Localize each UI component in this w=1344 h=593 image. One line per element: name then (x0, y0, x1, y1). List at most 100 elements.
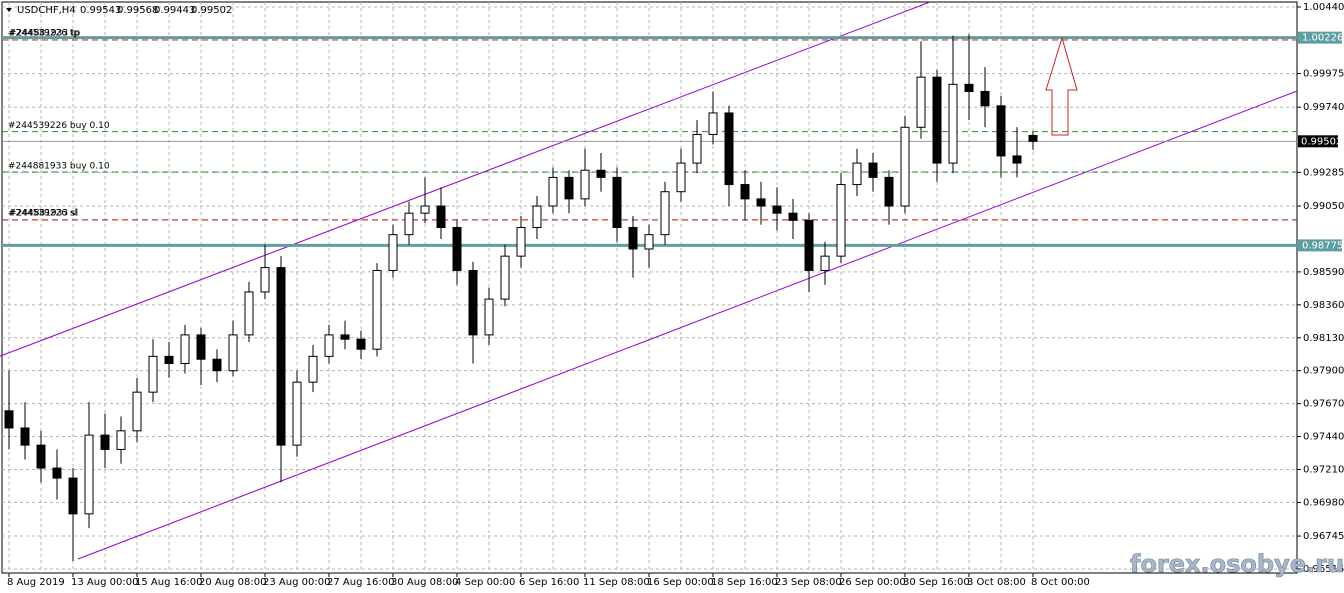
y-tick-label: 0.97670 (1303, 399, 1344, 410)
candle-body (676, 162, 686, 193)
candle-body (788, 212, 798, 221)
x-tick-label: 27 Aug 16:00 (327, 577, 394, 588)
price-label: 0.99502 (1301, 136, 1342, 147)
y-tick-label: 0.96980 (1303, 497, 1344, 508)
candle-body (4, 410, 14, 429)
candle-body (660, 191, 670, 236)
channel-lower (77, 90, 1298, 560)
candle-body (580, 169, 590, 200)
header-high: 0.99568 (117, 5, 158, 16)
up-arrow (1045, 36, 1078, 136)
x-tick-label: 13 Aug 00:00 (71, 577, 138, 588)
x-tick-label: 8 Oct 00:00 (1031, 577, 1090, 588)
candle-body (500, 255, 510, 300)
y-tick-label: 0.99285 (1303, 167, 1344, 178)
candle-body (628, 227, 638, 250)
x-tick-label: 8 Aug 2019 (7, 577, 65, 588)
x-tick-label: 30 Sep 16:00 (903, 577, 970, 588)
symbol: USDCHF,H4 (17, 5, 76, 16)
x-tick-label: 11 Sep 08:00 (583, 577, 650, 588)
x-tick-label: 26 Sep 00:00 (839, 577, 906, 588)
stop-label: #244881933 tp (9, 28, 80, 38)
candle-body (452, 227, 462, 271)
candle-body (132, 391, 142, 432)
candle-body (356, 338, 366, 350)
order-label: #244881933 buy 0.10 (8, 161, 110, 171)
candle-body (772, 205, 782, 214)
candle-body (20, 427, 30, 446)
order-label: #244539226 buy 0.10 (8, 121, 110, 131)
candle-body (996, 105, 1006, 157)
header-low: 0.99443 (154, 5, 195, 16)
candle-body (868, 162, 878, 178)
candle-body (84, 434, 94, 515)
x-tick-label: 6 Sep 16:00 (519, 577, 579, 588)
y-tick-label: 1.00440 (1303, 2, 1344, 13)
price-label-box (1298, 135, 1338, 148)
candle-body (36, 444, 46, 469)
axes: 1.00440 0.99975 0.99740 0.99285 0.99050 0.985… (7, 2, 1344, 588)
channel-upper (0, 1, 931, 357)
candle-body (612, 176, 622, 229)
candle-body (340, 334, 350, 340)
x-tick-label: 18 Sep 16:00 (711, 577, 778, 588)
candle-body (308, 355, 318, 383)
candle-body (260, 267, 270, 293)
candles (4, 34, 1038, 562)
y-tick-label: 0.99740 (1303, 102, 1344, 113)
candle-body (372, 269, 382, 350)
candle-body (164, 355, 174, 365)
y-tick-label: 0.98590 (1303, 267, 1344, 278)
y-tick-label: 0.97440 (1303, 432, 1344, 443)
candle-body (644, 234, 654, 250)
candle-body (324, 334, 334, 357)
candle-body (404, 212, 414, 236)
candle-body (116, 430, 126, 450)
menu-triangle (6, 8, 12, 12)
candle-body (196, 334, 206, 360)
candle-body (564, 176, 574, 200)
candle-body (436, 205, 446, 229)
candle-body (1012, 155, 1022, 164)
candle-body (484, 298, 494, 336)
candle-body (68, 477, 78, 515)
candle-body (708, 112, 718, 135)
x-tick-label: 23 Sep 08:00 (775, 577, 842, 588)
y-tick-label: 0.96515 (1303, 564, 1344, 575)
candle-body (292, 381, 302, 446)
candle-body (468, 269, 478, 336)
header-close: 0.99502 (191, 5, 232, 16)
grid (2, 2, 1297, 573)
candle-body (724, 112, 734, 186)
x-tick-label: 23 Aug 00:00 (263, 577, 330, 588)
x-tick-label: 3 Oct 08:00 (967, 577, 1026, 588)
candle-body (228, 334, 238, 372)
x-tick-label: 16 Sep 00:00 (647, 577, 714, 588)
candle-body (916, 76, 926, 128)
level-label-box (1298, 239, 1342, 252)
y-tick-label: 0.98130 (1303, 333, 1344, 344)
candle-body (900, 126, 910, 207)
candle-body (596, 169, 606, 178)
candle-body (244, 291, 254, 336)
y-tick-label: 0.97210 (1303, 464, 1344, 475)
x-tick-label: 20 Aug 08:00 (199, 577, 266, 588)
candle-body (980, 90, 990, 107)
candle-body (804, 219, 814, 271)
candle-body (852, 162, 862, 186)
y-tick-label: 0.99050 (1303, 201, 1344, 212)
level-label: 0.98775 (1302, 240, 1343, 251)
candle-body (836, 184, 846, 257)
x-tick-label: 4 Sep 00:00 (455, 577, 515, 588)
y-tick-label: 0.97900 (1303, 366, 1344, 377)
candle-body (1028, 134, 1038, 142)
candle-body (820, 255, 830, 271)
candle-body (276, 267, 286, 446)
level-label-box (1298, 31, 1342, 44)
x-tick-label: 30 Aug 08:00 (391, 577, 458, 588)
watermark: forex.osobye.ru (1130, 550, 1344, 578)
header-open: 0.99543 (80, 5, 121, 16)
candle-body (548, 176, 558, 207)
y-tick-label: 0.96745 (1303, 531, 1344, 542)
